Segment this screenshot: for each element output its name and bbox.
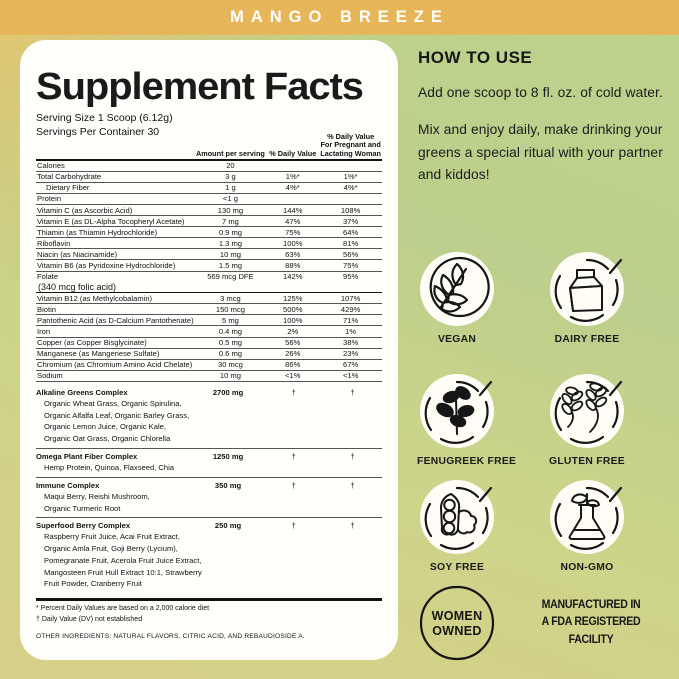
svg-text:WOMEN: WOMEN xyxy=(432,609,483,623)
svg-text:OWNED: OWNED xyxy=(432,624,481,638)
